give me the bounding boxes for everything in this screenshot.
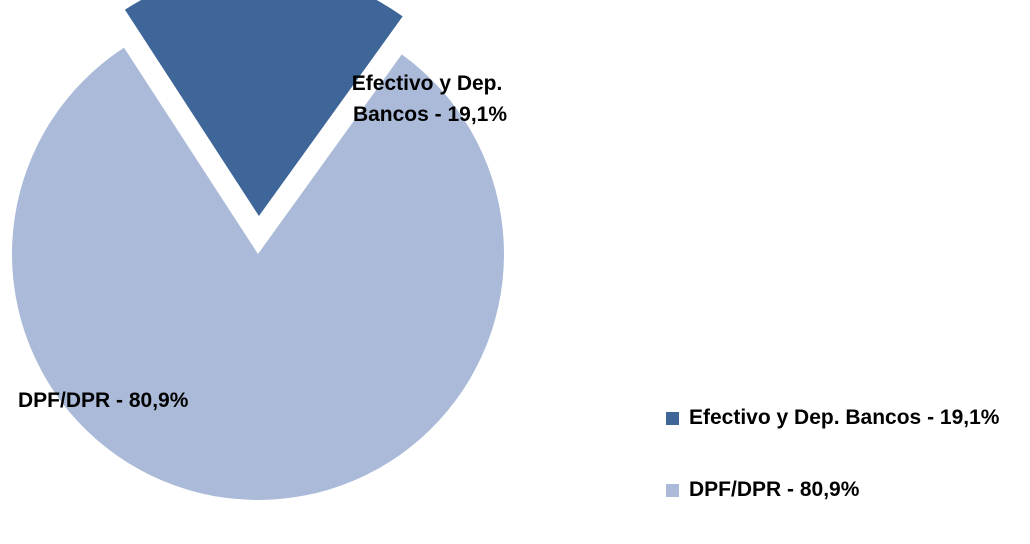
legend-item-dpf: DPF/DPR - 80,9% — [666, 472, 999, 508]
pie-chart: Efectivo y Dep. Bancos - 19,1% DPF/DPR -… — [11, 0, 508, 500]
legend-swatch-efectivo — [666, 411, 679, 425]
legend-label-dpf: DPF/DPR - 80,9% — [689, 478, 860, 501]
legend-swatch-dpf — [666, 483, 679, 497]
legend-label-efectivo: Efectivo y Dep. Bancos - 19,1% — [689, 406, 1000, 429]
pie-slices — [11, 0, 505, 500]
pie-slice-dpf — [11, 47, 505, 500]
legend: Efectivo y Dep. Bancos - 19,1% DPF/DPR -… — [666, 400, 999, 544]
legend-item-efectivo: Efectivo y Dep. Bancos - 19,1% — [666, 400, 999, 436]
pie-slice-efectivo — [124, 0, 403, 217]
slice-label-efectivo: Efectivo y Dep. Bancos - 19,1% — [352, 72, 508, 126]
slice-label-dpf: DPF/DPR - 80,9% — [18, 389, 189, 412]
